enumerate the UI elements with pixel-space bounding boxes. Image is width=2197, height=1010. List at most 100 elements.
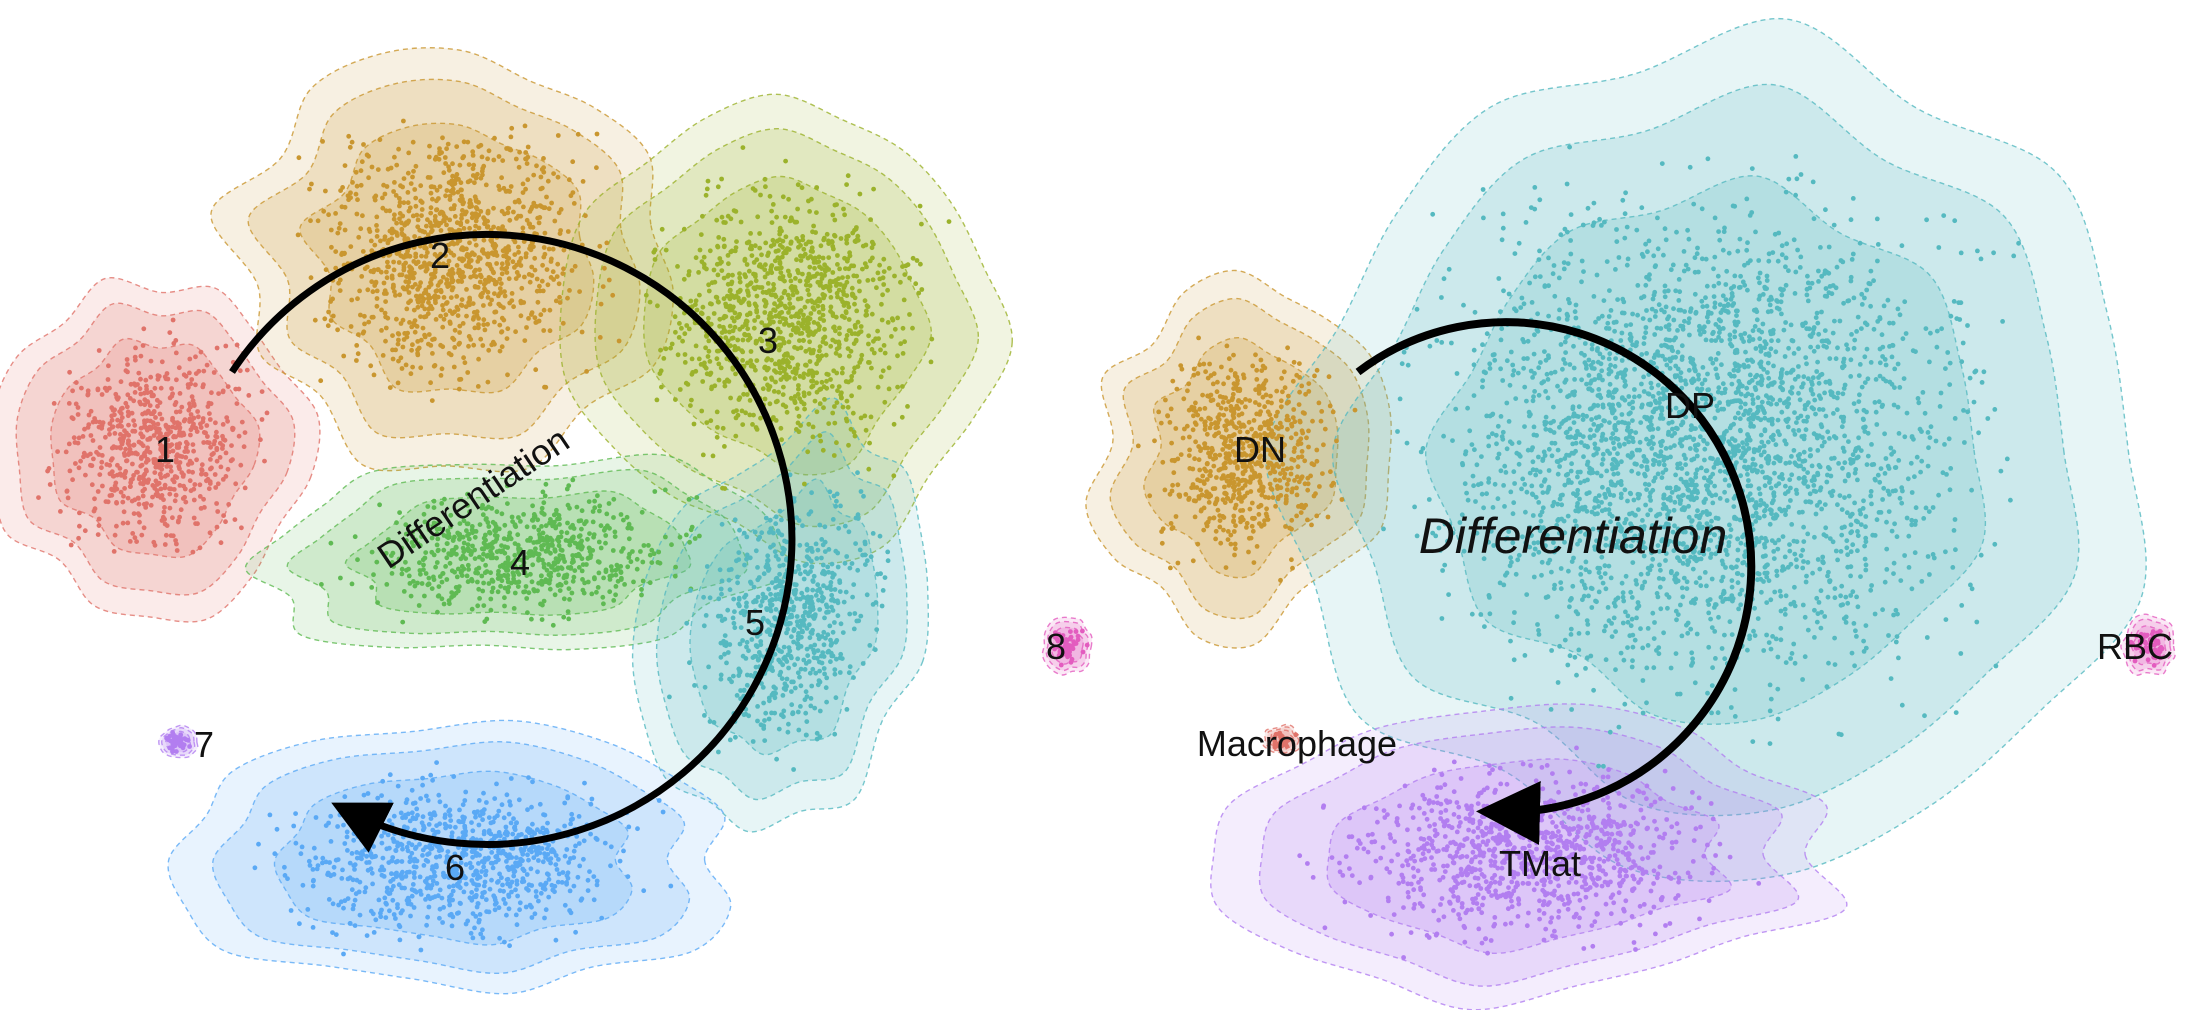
cluster-3-point bbox=[866, 333, 871, 339]
cluster-1-point bbox=[216, 391, 222, 396]
cluster-2-point bbox=[436, 223, 441, 229]
cluster-6-point bbox=[567, 888, 573, 894]
cluster-6-point bbox=[585, 877, 591, 883]
cluster-1-point bbox=[189, 394, 195, 400]
cluster-2-point bbox=[556, 210, 562, 216]
cluster-2-point bbox=[370, 289, 376, 295]
cluster-6-point bbox=[503, 851, 508, 857]
cluster-2-point bbox=[406, 300, 411, 306]
cluster-1-point bbox=[200, 419, 206, 425]
cluster-3-point bbox=[767, 193, 773, 199]
cluster-1-point bbox=[126, 443, 132, 448]
cluster-3-point bbox=[869, 239, 875, 245]
cluster-2-point bbox=[499, 175, 504, 181]
cluster-6-point bbox=[383, 900, 389, 906]
cluster-3-point bbox=[843, 337, 849, 342]
cluster-3-point bbox=[811, 223, 816, 229]
cluster-6-point bbox=[499, 875, 504, 881]
cluster-4-point bbox=[540, 530, 546, 536]
cluster-6-point bbox=[364, 853, 369, 859]
cluster-3-point bbox=[829, 384, 835, 389]
cluster-6-point bbox=[364, 933, 370, 938]
cluster-6-point bbox=[536, 898, 541, 904]
cluster-1-point bbox=[145, 445, 151, 451]
cluster-3-point bbox=[863, 427, 869, 433]
cluster-5-point bbox=[821, 642, 827, 648]
cluster-2-point bbox=[471, 273, 477, 279]
cluster-5-point bbox=[823, 635, 828, 641]
cluster-4-point bbox=[546, 562, 551, 567]
cluster-2-point bbox=[411, 168, 416, 174]
cluster-2-point bbox=[415, 351, 420, 356]
cluster-3-point bbox=[862, 298, 868, 304]
cluster-3-point bbox=[739, 408, 745, 414]
cluster-3-point bbox=[716, 361, 722, 367]
cluster-6-point bbox=[379, 864, 385, 870]
cluster-2-point bbox=[406, 150, 412, 156]
cluster-2-point bbox=[557, 294, 562, 300]
cluster-6-point bbox=[565, 875, 571, 881]
cluster-2-point bbox=[401, 200, 407, 206]
cluster-3-point bbox=[838, 236, 844, 241]
cluster-5-point bbox=[834, 498, 839, 504]
cluster-1-point bbox=[147, 403, 153, 408]
cluster-1-point bbox=[201, 368, 207, 374]
cluster-6-point bbox=[453, 824, 458, 830]
cluster-2-point bbox=[430, 337, 435, 342]
cluster-1-point bbox=[197, 494, 203, 499]
cluster-2-point bbox=[547, 328, 553, 334]
cluster-2-point bbox=[445, 262, 451, 268]
cluster-6-point bbox=[411, 905, 417, 910]
cluster-1-point bbox=[220, 446, 225, 451]
cluster-3-point bbox=[677, 321, 682, 326]
cluster-3-point bbox=[837, 266, 842, 272]
cluster-2-point bbox=[463, 209, 469, 215]
cluster-3-point bbox=[766, 288, 772, 294]
cluster-6-point bbox=[569, 811, 575, 817]
cluster-3-point bbox=[704, 266, 709, 272]
cluster-1-point bbox=[118, 445, 123, 451]
cluster-3-point bbox=[706, 315, 711, 321]
cluster-2-point bbox=[381, 280, 387, 286]
cluster-1-point bbox=[47, 482, 53, 487]
cluster-4-point bbox=[601, 575, 606, 581]
cluster-6-point bbox=[591, 897, 597, 903]
cluster-4-point bbox=[404, 567, 409, 573]
cluster-2-point bbox=[521, 300, 527, 305]
cluster-3-point bbox=[805, 287, 811, 293]
cluster-1-point bbox=[67, 468, 73, 474]
cluster-4-point bbox=[544, 534, 550, 540]
cluster-2-point bbox=[505, 372, 510, 378]
cluster-5-point bbox=[838, 621, 844, 627]
cluster-3-point bbox=[798, 296, 804, 301]
cluster-2-point bbox=[424, 265, 430, 271]
cluster-5-point bbox=[844, 554, 850, 559]
cluster-4-point bbox=[408, 593, 414, 599]
cluster-4-point bbox=[451, 550, 456, 556]
cluster-1-point bbox=[121, 451, 127, 456]
cluster-1-point bbox=[132, 422, 138, 428]
cluster-2-point bbox=[501, 317, 507, 323]
cluster-6-point bbox=[411, 858, 417, 864]
cluster-3-point bbox=[795, 268, 800, 273]
cluster-1-point bbox=[145, 448, 151, 454]
cluster-3-point bbox=[817, 387, 823, 392]
cluster-4-point bbox=[419, 581, 425, 586]
cluster-2-point bbox=[400, 184, 405, 190]
cluster-2-point bbox=[523, 156, 528, 162]
cluster-3-point bbox=[700, 213, 705, 219]
cluster-3-point bbox=[766, 387, 771, 392]
cluster-3-point bbox=[885, 287, 890, 293]
cluster-6-point bbox=[462, 825, 468, 831]
cluster-4-point bbox=[563, 580, 569, 585]
cluster-4-point bbox=[590, 519, 596, 525]
cluster-4-point bbox=[579, 546, 584, 552]
cluster-2-point bbox=[464, 287, 469, 292]
cluster-4-point bbox=[549, 521, 555, 527]
cluster-6-point bbox=[410, 801, 416, 806]
cluster-3-point bbox=[786, 323, 792, 328]
cluster-2-point bbox=[390, 347, 395, 353]
cluster-3-point bbox=[772, 361, 778, 367]
cluster-5-point bbox=[746, 713, 752, 719]
cluster-2-point bbox=[454, 172, 460, 177]
